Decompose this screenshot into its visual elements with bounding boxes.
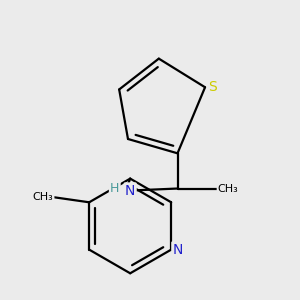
Text: CH₃: CH₃	[218, 184, 238, 194]
Text: CH₃: CH₃	[33, 192, 53, 202]
Text: N: N	[172, 243, 183, 256]
Text: N: N	[125, 184, 135, 198]
Text: S: S	[208, 80, 217, 94]
Text: H: H	[110, 182, 119, 195]
